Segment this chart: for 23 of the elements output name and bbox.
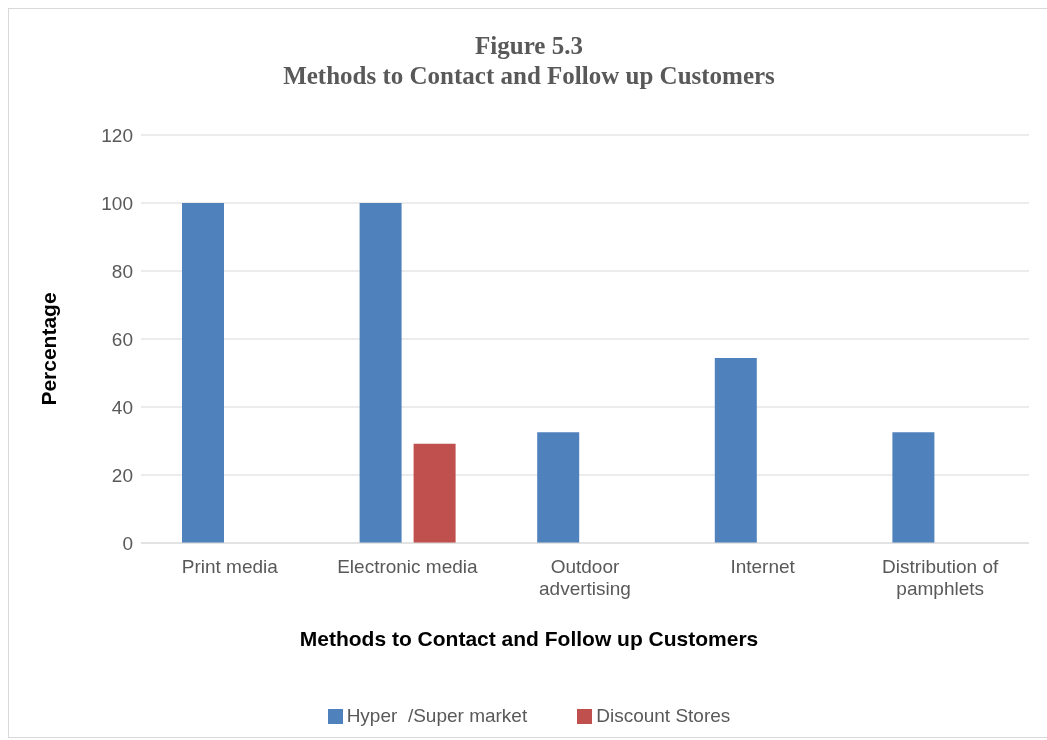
y-tick-label: 120 — [101, 124, 133, 146]
y-tick-label: 80 — [111, 260, 133, 282]
legend-label: Hyper /Super market — [346, 705, 528, 726]
y-tick-label: 20 — [111, 464, 133, 486]
x-tick-label: Distribution of pamphlets — [882, 556, 999, 599]
legend-label: Discount Stores — [596, 705, 731, 726]
bar — [714, 358, 757, 543]
y-axis-title: Percentage — [37, 292, 61, 406]
y-tick-label: 60 — [111, 328, 133, 350]
y-tick-label: 100 — [101, 192, 133, 214]
bar — [359, 203, 402, 543]
x-tick-label: Electronic media — [337, 556, 479, 577]
x-tick-label: Print media — [181, 556, 279, 577]
bar — [892, 432, 935, 543]
y-tick-label: 0 — [122, 532, 133, 554]
x-tick-label: Outdoor advertising — [539, 556, 631, 599]
x-axis-title: Methods to Contact and Follow up Customers — [298, 627, 760, 651]
x-tick-label: Internet — [730, 556, 796, 577]
y-tick-label: 40 — [111, 396, 133, 418]
bar — [182, 203, 224, 543]
chart-title: Figure 5.3 Methods to Contact and Follow up Customers — [282, 31, 776, 91]
bar — [537, 432, 580, 543]
bar — [413, 443, 456, 543]
